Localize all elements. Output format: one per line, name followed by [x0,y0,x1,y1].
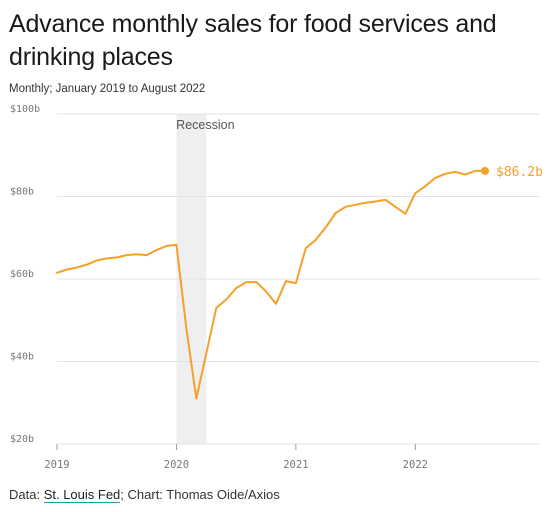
x-tick-label: 2020 [164,459,189,471]
y-tick-label: $60b [10,269,34,280]
end-point [481,166,489,175]
y-tick-label: $40b [10,352,34,363]
source-link[interactable]: St. Louis Fed [43,487,121,503]
end-value-label: $86.2b [496,165,543,180]
y-tick-label: $20b [10,434,34,445]
chart-subtitle: Monthly; January 2019 to August 2022 [9,83,206,95]
x-tick-label: 2021 [283,459,308,471]
x-tick-label: 2022 [403,459,428,471]
footer-prefix: Data: [9,487,44,502]
line-chart: Recession $20b $40b $60b $80b $100b 2019 2020 20… [10,104,543,471]
y-tick-label: $80b [10,187,34,198]
y-tick-label: $100b [10,104,40,115]
chart-title: Advance monthly sales for food services … [9,10,497,71]
footer-suffix: ; Chart: Thomas Oide/Axios [120,487,280,502]
x-tick-label: 2019 [44,459,69,471]
sales-line [56,169,486,400]
chart-footer: Data: St. Louis Fed; Chart: Thomas Oide/… [9,487,280,503]
recession-label: Recession [176,118,234,132]
